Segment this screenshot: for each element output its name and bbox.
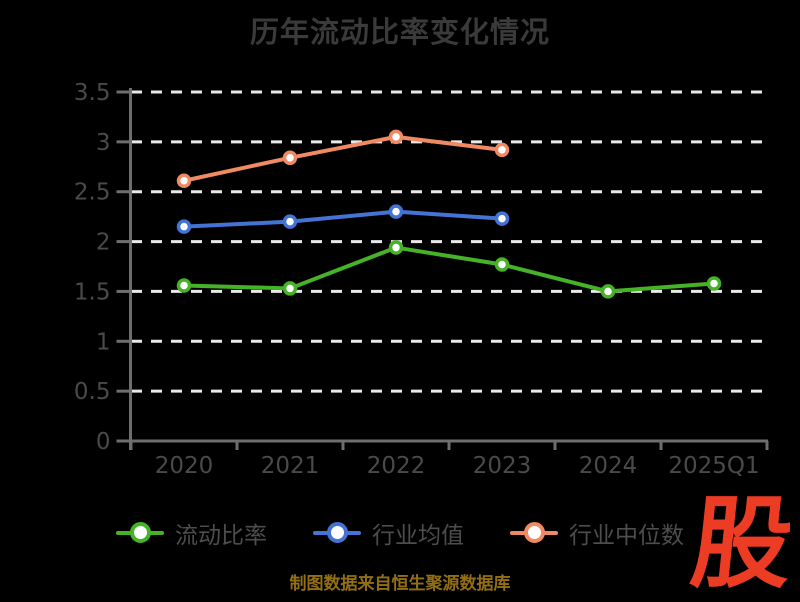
- line-marker-icon: [313, 522, 361, 544]
- chart-title: 历年流动比率变化情况: [249, 15, 550, 49]
- y-tick-label: 3.5: [74, 80, 111, 106]
- series-line-industry-median: [182, 134, 504, 183]
- data-point-current-ratio: [600, 284, 616, 299]
- line-marker-icon: [510, 522, 558, 544]
- legend-item-industry-mean[interactable]: 行业均值: [313, 516, 464, 550]
- data-point-industry-median: [282, 150, 298, 166]
- x-tick-label: 2021: [261, 453, 320, 479]
- x-tick-label: 2022: [367, 453, 426, 479]
- legend-item-industry-median[interactable]: 行业中位数: [510, 516, 684, 550]
- x-tick-label: 2025Q1: [668, 453, 759, 479]
- data-point-current-ratio: [176, 278, 192, 293]
- legend-label: 行业均值: [372, 523, 464, 549]
- data-point-industry-mean: [388, 204, 404, 219]
- legend-label: 流动比率: [175, 523, 267, 549]
- x-tick-label: 2020: [155, 453, 214, 479]
- data-point-current-ratio: [494, 257, 510, 272]
- data-point-current-ratio: [388, 240, 404, 255]
- x-tick-label: 2023: [473, 453, 532, 479]
- data-point-industry-mean: [282, 214, 298, 229]
- data-point-current-ratio: [706, 276, 722, 291]
- line-marker-icon: [116, 522, 164, 544]
- data-point-industry-median: [494, 142, 510, 158]
- chart-legend: 流动比率 行业均值 行业中位数: [0, 516, 800, 550]
- data-point-industry-mean: [176, 219, 192, 234]
- series-line-current-ratio: [182, 245, 716, 294]
- data-source-note: 制图数据来自恒生聚源数据库: [289, 574, 511, 594]
- series-line-industry-mean: [182, 209, 504, 229]
- data-point-current-ratio: [282, 281, 298, 296]
- y-tick-label: 2: [96, 230, 111, 256]
- brand-logo: 股: [685, 485, 799, 602]
- x-tick-label: 2024: [579, 453, 638, 479]
- y-tick-label: 0: [96, 429, 111, 455]
- y-tick-label: 1.5: [74, 279, 111, 305]
- data-point-industry-median: [388, 129, 404, 145]
- y-tick-label: 3: [96, 130, 111, 156]
- data-point-industry-mean: [494, 211, 510, 226]
- y-tick-label: 2.5: [74, 180, 111, 206]
- legend-item-current-ratio[interactable]: 流动比率: [116, 516, 267, 550]
- data-point-industry-median: [176, 173, 192, 188]
- y-tick-label: 0.5: [74, 379, 111, 405]
- legend-label: 行业中位数: [569, 523, 684, 549]
- y-tick-label: 1: [96, 329, 111, 355]
